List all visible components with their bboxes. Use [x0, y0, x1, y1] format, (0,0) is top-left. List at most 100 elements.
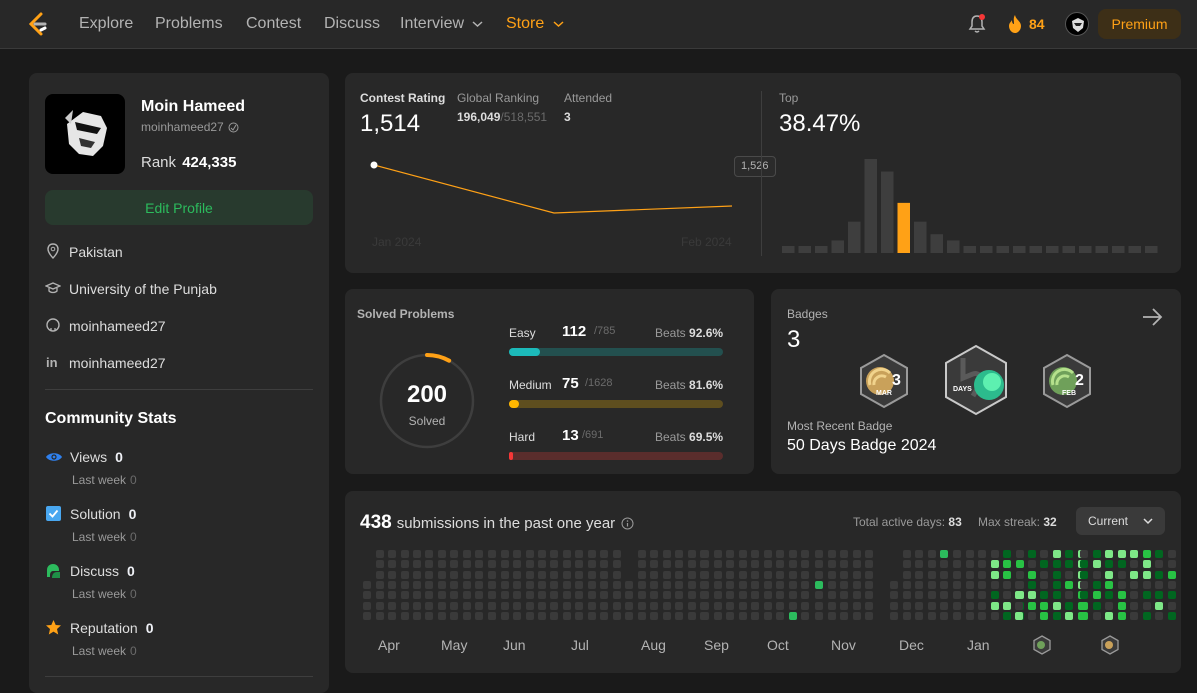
heatmap-cell[interactable] [363, 611, 371, 620]
heatmap-cell[interactable] [600, 601, 608, 610]
histogram-bar[interactable] [831, 240, 845, 253]
heatmap-cell[interactable] [1080, 611, 1088, 620]
heatmap-cell[interactable] [1142, 550, 1151, 558]
heatmap-cell[interactable] [990, 550, 999, 558]
heatmap-cell[interactable] [1065, 601, 1073, 610]
heatmap-cell[interactable] [1080, 591, 1088, 600]
heatmap-cell[interactable] [902, 611, 911, 620]
heatmap-cell[interactable] [840, 550, 848, 558]
heatmap-cell[interactable] [1027, 591, 1036, 600]
heatmap-cell[interactable] [1092, 591, 1101, 600]
heatmap-cell[interactable] [713, 611, 722, 620]
heatmap-cell[interactable] [827, 611, 836, 620]
heatmap-cell[interactable] [927, 611, 936, 620]
heatmap-cell[interactable] [801, 580, 809, 589]
histogram-bar[interactable] [963, 246, 977, 253]
heatmap-cell[interactable] [1117, 550, 1126, 558]
heatmap-cell[interactable] [1155, 591, 1163, 600]
heatmap-cell[interactable] [1105, 591, 1113, 600]
heatmap-cell[interactable] [600, 550, 608, 558]
heatmap-cell[interactable] [965, 601, 974, 610]
heatmap-cell[interactable] [840, 560, 848, 569]
heatmap-cell[interactable] [538, 580, 546, 589]
heatmap-cell[interactable] [587, 611, 596, 620]
heatmap-cell[interactable] [450, 591, 458, 600]
heatmap-cell[interactable] [363, 601, 371, 610]
heatmap-cell[interactable] [965, 550, 974, 558]
heatmap-cell[interactable] [726, 611, 734, 620]
heatmap-cell[interactable] [450, 611, 458, 620]
heatmap-cell[interactable] [525, 570, 534, 579]
heatmap-cell[interactable] [462, 611, 471, 620]
heatmap-cell[interactable] [625, 611, 633, 620]
heatmap-cell[interactable] [562, 591, 571, 600]
heatmap-cell[interactable] [1052, 580, 1061, 589]
heatmap-cell[interactable] [978, 611, 986, 620]
heatmap-cell[interactable] [462, 570, 471, 579]
heatmap-cell[interactable] [462, 591, 471, 600]
heatmap-cell[interactable] [738, 570, 747, 579]
heatmap-cell[interactable] [1167, 591, 1176, 600]
heatmap-cell[interactable] [965, 580, 974, 589]
heatmap-cell[interactable] [525, 580, 534, 589]
heatmap-cell[interactable] [1040, 591, 1048, 600]
heatmap-cell[interactable] [538, 601, 546, 610]
heatmap-cell[interactable] [915, 591, 923, 600]
heatmap-cell[interactable] [1015, 591, 1023, 600]
heatmap-cell[interactable] [801, 611, 809, 620]
heatmap-cell[interactable] [953, 570, 961, 579]
heatmap-cell[interactable] [1027, 560, 1036, 569]
heatmap-cell[interactable] [650, 560, 658, 569]
histogram-bar[interactable] [848, 221, 861, 253]
heatmap-cell[interactable] [1003, 591, 1011, 600]
heatmap-cell[interactable] [538, 570, 546, 579]
heatmap-cell[interactable] [915, 570, 923, 579]
heatmap-cell[interactable] [940, 611, 948, 620]
heatmap-cell[interactable] [587, 570, 596, 579]
heatmap-cell[interactable] [525, 560, 534, 569]
heatmap-cell[interactable] [475, 580, 483, 589]
heatmap-cell[interactable] [726, 560, 734, 569]
heatmap-cell[interactable] [525, 611, 534, 620]
heatmap-cell[interactable] [413, 550, 421, 558]
histogram-bar[interactable] [864, 159, 878, 253]
heatmap-cell[interactable] [788, 591, 797, 600]
heatmap-cell[interactable] [662, 611, 671, 620]
heatmap-cell[interactable] [425, 601, 433, 610]
heatmap-cell[interactable] [1065, 560, 1073, 569]
heatmap-cell[interactable] [450, 550, 458, 558]
heatmap-cell[interactable] [662, 550, 671, 558]
heatmap-cell[interactable] [865, 560, 873, 569]
heatmap-cell[interactable] [400, 591, 409, 600]
heatmap-cell[interactable] [475, 560, 483, 569]
heatmap-cell[interactable] [1040, 611, 1048, 620]
heatmap-cell[interactable] [940, 601, 948, 610]
heatmap-cell[interactable] [763, 550, 772, 558]
heatmap-cell[interactable] [413, 601, 421, 610]
heatmap-cell[interactable] [788, 580, 797, 589]
heatmap-cell[interactable] [1027, 580, 1036, 589]
heatmap-cell[interactable] [953, 580, 961, 589]
heatmap-cell[interactable] [713, 570, 722, 579]
heatmap-cell[interactable] [562, 611, 571, 620]
heatmap-cell[interactable] [1130, 560, 1138, 569]
heatmap-cell[interactable] [538, 550, 546, 558]
heatmap-cell[interactable] [978, 550, 986, 558]
heatmap-cell[interactable] [815, 601, 823, 610]
heatmap-cell[interactable] [815, 611, 823, 620]
heatmap-cell[interactable] [890, 601, 898, 610]
heatmap-cell[interactable] [801, 550, 809, 558]
heatmap-cell[interactable] [562, 570, 571, 579]
heatmap-cell[interactable] [726, 601, 734, 610]
heatmap-cell[interactable] [990, 601, 999, 610]
heatmap-cell[interactable] [413, 580, 421, 589]
heatmap-cell[interactable] [612, 601, 621, 610]
histogram-bar[interactable] [1013, 246, 1026, 253]
heatmap-cell[interactable] [388, 550, 396, 558]
heatmap-cell[interactable] [1080, 601, 1088, 610]
heatmap-cell[interactable] [1155, 570, 1163, 579]
heatmap-cell[interactable] [776, 550, 784, 558]
heatmap-cell[interactable] [990, 611, 999, 620]
heatmap-cell[interactable] [425, 570, 433, 579]
heatmap-cell[interactable] [437, 591, 446, 600]
